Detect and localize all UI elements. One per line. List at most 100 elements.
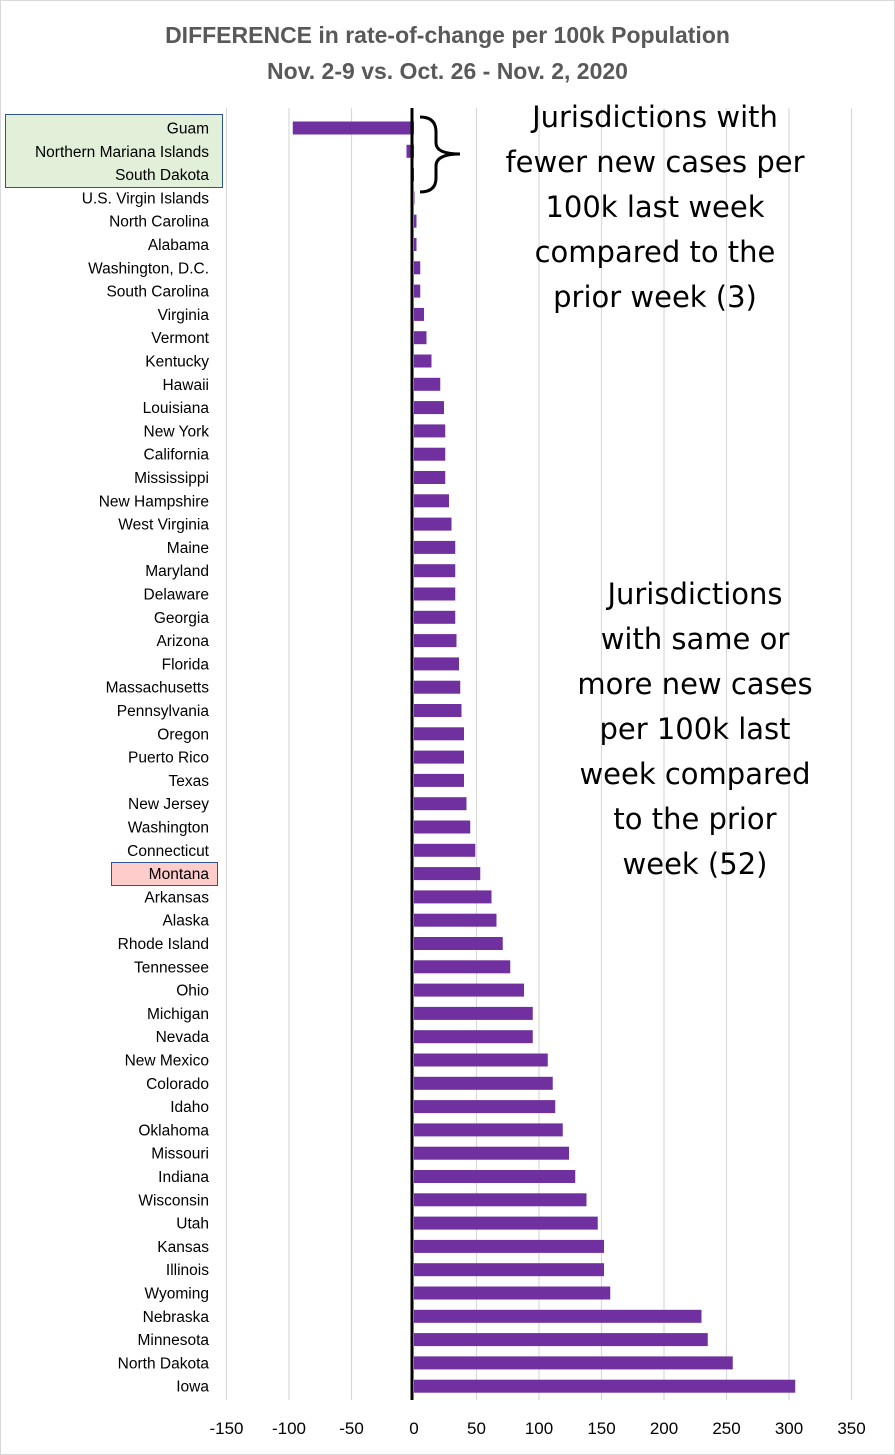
category-label: Alaska <box>162 913 209 930</box>
bar <box>414 1170 576 1183</box>
x-tick-label: 200 <box>650 1419 678 1438</box>
category-label: Florida <box>162 656 210 673</box>
bar <box>414 401 444 415</box>
bar <box>414 1006 533 1020</box>
category-label: South Carolina <box>106 284 209 301</box>
bar <box>414 1123 563 1137</box>
bar <box>414 913 497 927</box>
category-label: Texas <box>169 773 210 790</box>
bar <box>414 424 446 438</box>
bar <box>414 494 449 508</box>
bar <box>414 214 417 228</box>
category-label: Montana <box>149 866 210 883</box>
bar <box>414 1193 587 1207</box>
bar <box>414 750 464 764</box>
bar <box>414 1076 553 1090</box>
annotation-line: per 100k last <box>599 712 791 746</box>
bar <box>414 284 421 298</box>
category-label: North Carolina <box>109 214 209 231</box>
bar <box>406 144 414 158</box>
category-label: Maryland <box>145 563 209 580</box>
category-label: South Dakota <box>115 167 209 184</box>
highlight-decreasing-jurisdictions <box>5 114 223 188</box>
bar <box>414 634 457 648</box>
chart-title: DIFFERENCE in rate-of-change per 100k Po… <box>165 22 730 48</box>
x-tick-label: 100 <box>525 1419 553 1438</box>
category-label: U.S. Virgin Islands <box>82 190 209 207</box>
category-label: Wisconsin <box>138 1192 209 1209</box>
bar <box>414 540 456 554</box>
bar <box>414 1356 733 1370</box>
annotation-line: Jurisdictions <box>607 577 783 611</box>
annotation-line: week compared <box>579 757 811 791</box>
bar <box>414 1309 702 1323</box>
category-label: Oregon <box>157 726 209 743</box>
category-label: Pennsylvania <box>117 703 210 720</box>
x-tick-label: 300 <box>775 1419 803 1438</box>
category-label: Louisiana <box>143 400 210 417</box>
category-label: Washington <box>128 820 209 837</box>
x-tick-label: -100 <box>272 1419 306 1438</box>
gridlines <box>225 108 853 1400</box>
chart-subtitle: Nov. 2-9 vs. Oct. 26 - Nov. 2, 2020 <box>267 58 628 84</box>
bar <box>414 704 462 717</box>
annotation-fewer-cases: Jurisdictions with fewer new cases per 100… <box>480 95 830 320</box>
bar <box>292 121 414 135</box>
category-label: Ohio <box>176 983 209 1000</box>
bar <box>414 191 415 205</box>
category-label: Hawaii <box>162 377 209 394</box>
bar <box>414 1100 556 1114</box>
category-label: New Jersey <box>128 796 209 813</box>
category-label: Arkansas <box>144 889 209 906</box>
category-label: Northern Mariana Islands <box>35 144 209 161</box>
bar <box>414 354 432 368</box>
bar <box>414 377 441 391</box>
category-label: Connecticut <box>127 843 210 860</box>
bar <box>414 960 511 974</box>
category-labels: Guam Northern Mariana Islands South Dakota… <box>35 121 210 1396</box>
bar <box>414 843 476 857</box>
category-label: Oklahoma <box>138 1122 209 1139</box>
category-label: Idaho <box>170 1099 209 1116</box>
bar <box>414 307 424 321</box>
curly-brace <box>419 115 461 194</box>
category-label: Wyoming <box>145 1286 209 1303</box>
category-label: New Hampshire <box>99 493 209 510</box>
bar <box>414 1216 598 1230</box>
annotation-more-cases: Jurisdictions with same or more new cases p… <box>545 572 845 887</box>
category-label: Guam <box>167 121 209 138</box>
category-label: West Virginia <box>118 517 209 534</box>
x-tick-label: 150 <box>587 1419 615 1438</box>
bar <box>414 238 417 251</box>
category-label: Nebraska <box>143 1309 210 1326</box>
bar <box>414 587 456 601</box>
annotation-line: week (52) <box>622 847 768 881</box>
bar <box>414 447 446 461</box>
x-tick-label: 0 <box>409 1419 418 1438</box>
bar <box>414 1379 796 1393</box>
bar <box>414 331 427 345</box>
category-label: Nevada <box>156 1029 210 1046</box>
bar <box>414 517 452 531</box>
category-label: Rhode Island <box>118 936 209 953</box>
annotation-line: prior week (3) <box>553 280 757 314</box>
bar <box>414 610 456 624</box>
bar <box>414 1333 708 1347</box>
category-label: New Mexico <box>125 1053 209 1070</box>
bar <box>414 937 503 950</box>
annotation-line: to the prior <box>613 802 777 836</box>
category-label: Michigan <box>147 1006 209 1023</box>
bar <box>414 890 492 904</box>
annotation-line: Jurisdictions with <box>532 100 778 134</box>
bar <box>414 657 459 671</box>
category-label: Kentucky <box>145 354 209 371</box>
category-label: Washington, D.C. <box>88 260 209 277</box>
bar <box>414 564 456 578</box>
x-tick-label: 50 <box>467 1419 486 1438</box>
category-label: Colorado <box>146 1076 209 1093</box>
bar <box>414 261 421 275</box>
bar <box>414 1239 604 1253</box>
annotation-line: 100k last week <box>545 190 765 224</box>
bar <box>414 867 481 881</box>
